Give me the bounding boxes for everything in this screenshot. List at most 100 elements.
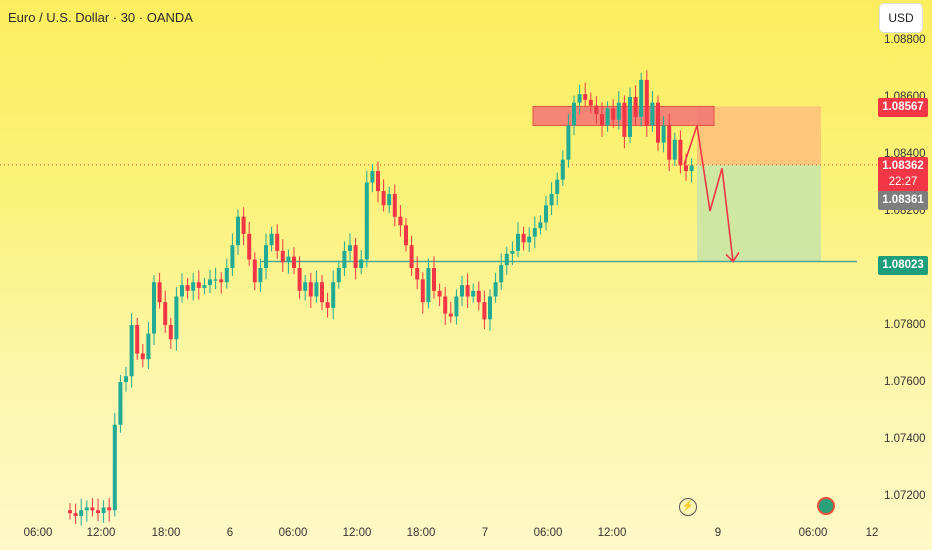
x-tick-label: 06:00 — [533, 527, 563, 539]
candle-body — [398, 216, 403, 226]
candle-body — [286, 256, 291, 263]
globe-icon[interactable] — [817, 497, 835, 515]
candle-body — [331, 282, 336, 308]
candle-body — [376, 171, 380, 192]
candle-body — [404, 225, 408, 246]
candle-body — [359, 259, 364, 268]
candle-body — [672, 139, 677, 160]
currency-button[interactable]: USD — [880, 4, 922, 32]
candle-body — [241, 216, 246, 234]
candle-body — [448, 313, 453, 317]
candle-body — [549, 193, 554, 206]
candle-body — [661, 125, 666, 143]
candle-body — [213, 279, 218, 281]
candle-body — [572, 102, 576, 126]
candle-body — [616, 102, 621, 120]
candle-body — [152, 282, 156, 334]
candle-body — [577, 94, 582, 103]
bid-price-label: 1.08361 — [878, 191, 928, 210]
candle-body — [544, 205, 548, 223]
x-tick-label: 12:00 — [86, 527, 116, 539]
candle-body — [280, 250, 285, 263]
candle-body — [247, 233, 252, 260]
candle-body — [409, 245, 414, 268]
candle-body — [656, 102, 660, 143]
candle-body — [224, 268, 229, 283]
candle-body — [68, 510, 72, 514]
candle-body — [471, 290, 476, 297]
candle-body — [532, 228, 537, 237]
x-tick-label: 06:00 — [23, 527, 53, 539]
candle-body — [202, 285, 207, 288]
candle-body — [521, 233, 526, 243]
projection-path — [683, 125, 734, 262]
x-tick-label: 18:00 — [151, 527, 181, 539]
projection-arrowhead — [725, 252, 740, 263]
candle-body — [118, 382, 123, 425]
candle-body — [258, 268, 263, 283]
candle-body — [370, 171, 375, 183]
x-tick-label: 7 — [481, 527, 489, 539]
candle-body — [79, 510, 84, 516]
candle-body — [476, 290, 481, 303]
candle-body — [678, 139, 683, 166]
candle-body — [594, 105, 599, 115]
candle-body — [482, 302, 487, 320]
candle-body — [297, 268, 302, 291]
candle-body — [611, 108, 616, 120]
candle-body — [605, 108, 610, 126]
candle-body — [488, 296, 492, 320]
candle-body — [185, 285, 190, 291]
candle-body — [174, 296, 179, 340]
candle-body — [230, 245, 235, 268]
candle-body — [101, 507, 106, 514]
candle-body — [124, 376, 128, 382]
x-tick-label: 06:00 — [278, 527, 308, 539]
candle-body — [163, 302, 168, 325]
candle-body — [443, 296, 448, 314]
candle-body — [320, 282, 324, 303]
last-price-label: 1.08362 22:27 — [878, 157, 928, 192]
candle-body — [303, 282, 308, 291]
take-profit-zone — [697, 164, 821, 262]
candle-body — [84, 507, 89, 511]
x-tick-label: 18:00 — [406, 527, 436, 539]
candle-body — [308, 282, 313, 297]
stop-loss-zone — [697, 106, 821, 165]
bar-countdown: 22:27 — [888, 176, 918, 188]
candle-body — [208, 279, 212, 286]
candle-body — [600, 114, 604, 126]
x-tick-label: 6 — [226, 527, 234, 539]
candle-body — [168, 325, 173, 340]
candle-body — [196, 282, 201, 288]
y-tick-label: 1.07600 — [884, 376, 926, 388]
candle-body — [219, 279, 224, 283]
candle-body — [314, 282, 319, 297]
candle-body — [644, 79, 649, 126]
x-tick-label: 9 — [714, 527, 722, 539]
candle-body — [639, 79, 644, 117]
candle-body — [96, 510, 100, 514]
candle-body — [180, 285, 184, 297]
candle-body — [353, 245, 358, 268]
candle-body — [325, 302, 330, 308]
candle-body — [460, 285, 464, 297]
candle-body — [633, 97, 638, 117]
y-tick-label: 1.07400 — [884, 433, 926, 445]
candle-body — [510, 250, 515, 254]
y-tick-label: 1.07800 — [884, 319, 926, 331]
candle-body — [264, 245, 268, 268]
candle-body — [454, 296, 459, 317]
zone-price-label: 1.08567 — [878, 98, 928, 117]
candle-body — [555, 179, 560, 194]
candle-body — [504, 253, 509, 266]
candle-body — [191, 282, 196, 291]
candle-body — [566, 125, 571, 160]
candle-body — [275, 233, 280, 251]
x-tick-label: 06:00 — [798, 527, 828, 539]
candle-body — [583, 94, 588, 100]
candle-body — [342, 250, 347, 268]
flash-icon[interactable]: ⚡ — [679, 498, 697, 516]
